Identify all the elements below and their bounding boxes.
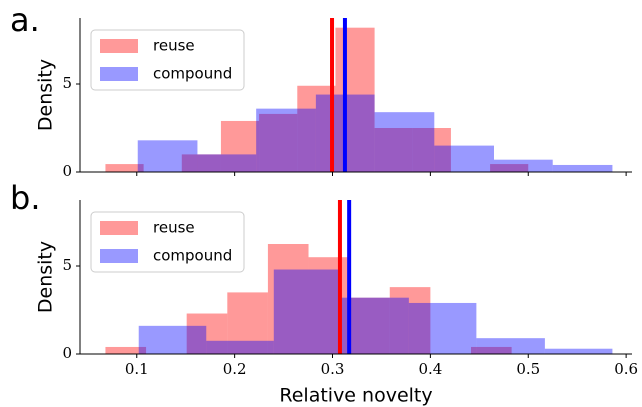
x-tick-label: 0.5 [516,360,540,378]
legend-label: reuse [153,37,195,55]
bar [186,313,228,354]
bar [476,338,545,354]
y-tick-label: 5 [62,74,72,92]
bar [408,302,477,354]
bar [374,128,413,172]
bar [341,297,409,354]
x-tick-label: 0.6 [614,360,638,378]
legend [90,211,245,273]
legend-swatch [100,67,138,81]
bar [105,164,144,172]
legend-swatch [100,221,138,235]
legend-label: compound [153,247,232,265]
bar [544,348,613,354]
bar [434,145,494,172]
bar [138,325,207,354]
bar [206,340,274,354]
bar [181,154,221,172]
bar [389,287,431,354]
bar [335,27,375,173]
bar [490,164,529,172]
legend-label: reuse [153,219,195,237]
x-axis-label: Relative novelty [279,385,432,407]
bar [471,346,512,354]
bar [197,154,257,172]
y-axis-label: Density [35,241,57,313]
bar [297,85,336,172]
legend-swatch [100,249,138,263]
bar [552,164,613,172]
bar [220,120,260,172]
legend-swatch [100,39,138,53]
bar [256,108,316,172]
bar [259,113,298,172]
x-tick-label: 0.4 [418,360,442,378]
legend [90,29,245,91]
y-tick-label: 5 [62,256,72,274]
x-tick-label: 0.2 [223,360,247,378]
x-tick-label: 0.1 [125,360,149,378]
bar [374,112,435,172]
y-axis-label: Density [35,59,57,131]
x-tick-label: 0.3 [321,360,345,378]
legend-label: compound [153,65,232,83]
panel-label: a. [10,1,40,39]
bar [494,159,553,172]
bar [227,292,268,354]
panel-label: b. [10,179,40,217]
bar [105,346,147,354]
bar [412,128,451,172]
bar [137,140,198,172]
bar [273,269,342,354]
bar [349,297,390,354]
bar [267,244,309,354]
bar [308,257,350,354]
y-tick-label: 0 [62,162,72,180]
y-tick-label: 0 [62,344,72,362]
